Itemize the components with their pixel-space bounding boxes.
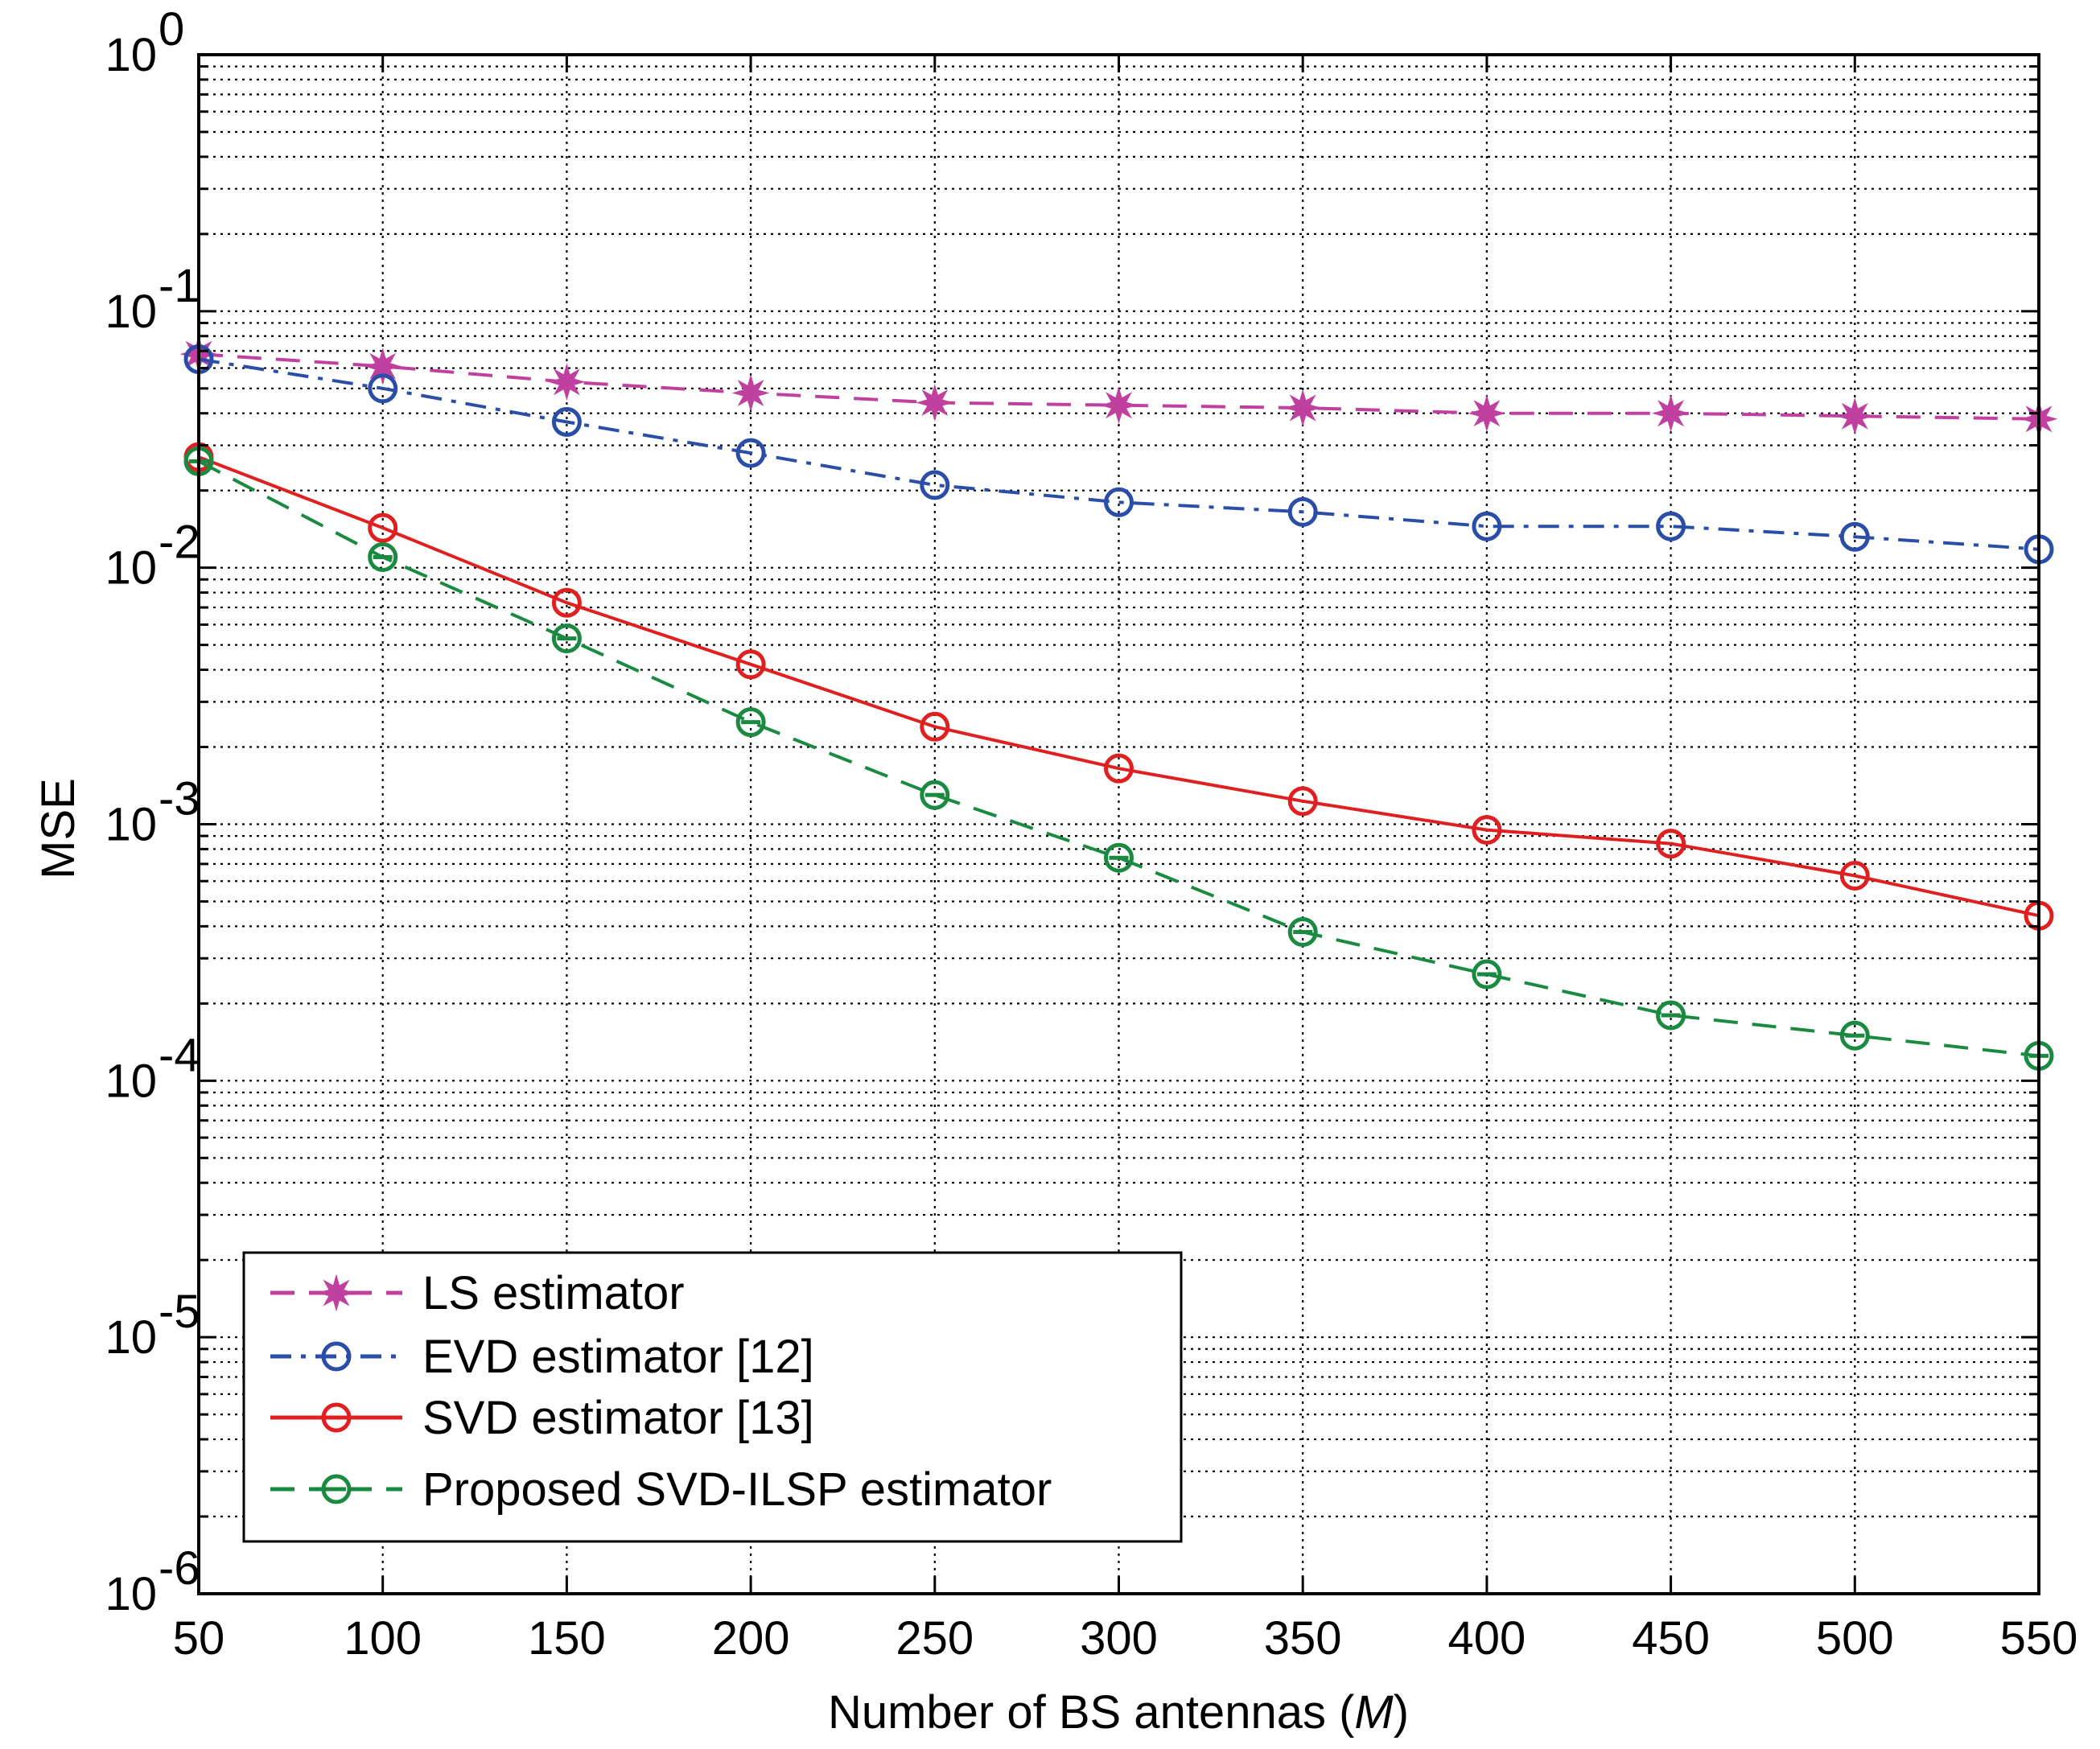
x-tick-label: 400 xyxy=(1448,1612,1526,1665)
y-tick-label: 10 -1 xyxy=(105,260,200,338)
data-point xyxy=(1656,1000,1686,1031)
legend-label: SVD estimator [13] xyxy=(422,1392,814,1444)
y-tick-base: 10 xyxy=(105,542,157,595)
y-tick-base: 10 xyxy=(105,1055,157,1107)
data-point xyxy=(916,384,954,422)
x-axis-label: Number of BS antennas (M) xyxy=(828,1686,1409,1739)
series-layer xyxy=(179,335,2058,1071)
y-tick-exponent: -1 xyxy=(159,260,200,312)
legend-marker xyxy=(321,1474,352,1504)
y-tick-base: 10 xyxy=(105,29,157,81)
data-point xyxy=(1839,860,1870,891)
series-4 xyxy=(183,446,2054,1071)
data-point xyxy=(1104,842,1134,873)
data-point xyxy=(920,780,950,810)
y-tick-exponent: -4 xyxy=(159,1029,200,1081)
data-point xyxy=(1835,397,1874,435)
legend-marker xyxy=(317,1274,356,1312)
x-tick-label: 450 xyxy=(1632,1612,1710,1665)
data-point xyxy=(1656,511,1686,541)
data-point xyxy=(551,587,582,618)
data-point xyxy=(364,347,402,385)
data-point xyxy=(1287,916,1318,947)
data-point xyxy=(1283,389,1322,427)
legend-entry-4: Proposed SVD-ILSP estimator xyxy=(270,1463,1052,1516)
y-axis-label: MSE xyxy=(32,778,84,879)
y-tick-exponent: -6 xyxy=(159,1542,200,1595)
y-tick-exponent: -3 xyxy=(159,773,200,825)
legend-label: Proposed SVD-ILSP estimator xyxy=(422,1463,1052,1516)
data-point xyxy=(551,407,582,438)
y-tick-base: 10 xyxy=(105,1311,157,1364)
data-point xyxy=(547,363,586,401)
legend-marker xyxy=(321,1402,352,1433)
data-point xyxy=(368,541,398,572)
data-point xyxy=(1104,753,1134,784)
series-line xyxy=(198,455,2040,918)
data-point xyxy=(735,649,766,680)
data-point xyxy=(368,373,398,404)
y-tick-label: 10 -4 xyxy=(105,1029,200,1107)
x-tick-label: 50 xyxy=(173,1612,225,1665)
data-point xyxy=(1652,394,1690,433)
x-tick-label: 300 xyxy=(1080,1612,1158,1665)
legend-entry-3: SVD estimator [13] xyxy=(270,1392,814,1444)
legend-label: LS estimator xyxy=(422,1267,685,1319)
data-point xyxy=(1287,496,1318,527)
x-tick-label: 550 xyxy=(2000,1612,2078,1665)
legend-box xyxy=(242,1251,1183,1543)
x-tick-label: 250 xyxy=(896,1612,974,1665)
legend-marker xyxy=(321,1341,352,1372)
data-point xyxy=(1472,511,1502,541)
data-point xyxy=(1656,829,1686,859)
x-tick-label: 350 xyxy=(1264,1612,1342,1665)
data-point xyxy=(1472,815,1502,846)
legend-entry-1: LS estimator xyxy=(270,1267,685,1319)
series-line xyxy=(198,459,2040,1058)
y-tick-base: 10 xyxy=(105,1568,157,1620)
x-tick-label: 150 xyxy=(528,1612,606,1665)
data-point xyxy=(735,707,766,738)
data-point xyxy=(368,512,398,543)
data-point xyxy=(920,711,950,742)
data-point xyxy=(1472,959,1502,990)
y-tick-exponent: -2 xyxy=(159,516,200,569)
data-point xyxy=(1839,1020,1870,1051)
y-tick-label: 10 -5 xyxy=(105,1286,200,1364)
y-tick-exponent: -5 xyxy=(159,1286,200,1338)
y-tick-label: 10 -2 xyxy=(105,516,200,595)
y-tick-label: 10 0 xyxy=(105,3,184,81)
x-tick-label: 500 xyxy=(1816,1612,1894,1665)
series-line xyxy=(198,357,2040,551)
y-tick-base: 10 xyxy=(105,286,157,338)
data-point xyxy=(1287,786,1318,817)
data-point xyxy=(551,623,582,654)
tick-marks xyxy=(197,53,2040,1595)
y-tick-label: 10 -6 xyxy=(105,1542,200,1620)
data-point xyxy=(1100,386,1138,425)
x-tick-label: 200 xyxy=(712,1612,790,1665)
data-point xyxy=(1468,394,1506,433)
data-point xyxy=(920,470,950,500)
data-point xyxy=(731,374,770,412)
legend-label: EVD estimator [12] xyxy=(422,1331,814,1383)
legend-entry-2: EVD estimator [12] xyxy=(270,1331,814,1383)
data-point xyxy=(1104,487,1134,517)
y-tick-base: 10 xyxy=(105,799,157,851)
y-tick-label: 10 -3 xyxy=(105,773,200,851)
x-tick-label: 100 xyxy=(344,1612,422,1665)
data-point xyxy=(1839,521,1870,552)
data-point xyxy=(735,438,766,468)
legend: LS estimator EVD estimator [12] SVD estima… xyxy=(242,1251,1183,1543)
series-2 xyxy=(183,344,2054,565)
y-tick-exponent: 0 xyxy=(159,3,184,56)
x-tick-labels: 50 100 150 200 250 300 350 400 450 500 550 xyxy=(173,1612,2078,1665)
